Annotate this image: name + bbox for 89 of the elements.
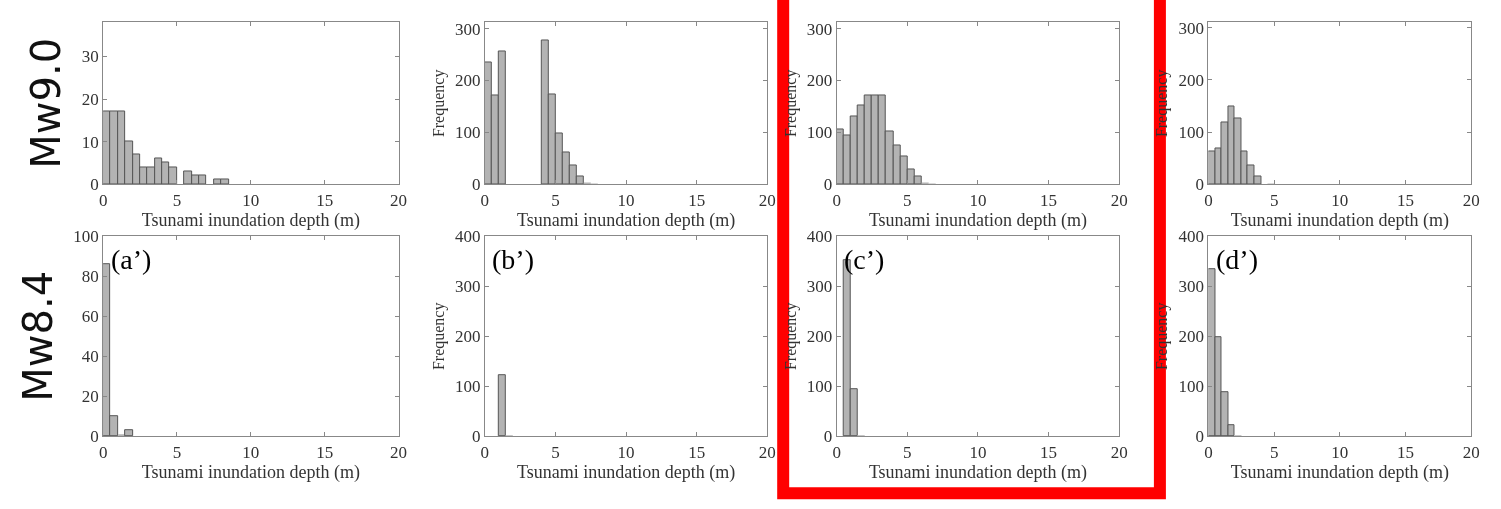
y-tick-label: 60 bbox=[81, 307, 99, 327]
y-tick-label: 0 bbox=[1195, 175, 1205, 195]
y-tick-label: 80 bbox=[81, 267, 99, 287]
y-tick-label: 0 bbox=[1195, 427, 1205, 447]
y-axis-title: Mw8.4 bbox=[14, 270, 61, 402]
x-axis-title: Tsunami inundation depth (m) bbox=[141, 461, 360, 483]
x-tick-label: 15 bbox=[316, 442, 334, 462]
x-tick-label: 15 bbox=[316, 190, 334, 210]
y-tick-label: 300 bbox=[454, 19, 481, 39]
y-tick-label: 0 bbox=[471, 175, 481, 195]
y-tick-label: 400 bbox=[1178, 227, 1205, 247]
y-tick-label: 100 bbox=[454, 123, 481, 143]
x-tick-label: 5 bbox=[1269, 190, 1279, 210]
x-tick-label: 5 bbox=[172, 442, 182, 462]
y-tick-label: 100 bbox=[1178, 122, 1205, 142]
y-tick-label: 20 bbox=[81, 90, 99, 110]
y-tick-label: 0 bbox=[471, 427, 481, 447]
x-tick-label: 10 bbox=[969, 190, 987, 210]
y-tick-label: 10 bbox=[81, 132, 99, 152]
x-axis-title: Tsunami inundation depth (m) bbox=[1230, 209, 1449, 231]
x-tick-label: 15 bbox=[1397, 190, 1415, 210]
y-tick-label: 100 bbox=[73, 227, 99, 247]
x-tick-label: 20 bbox=[1110, 190, 1128, 210]
x-tick-label: 20 bbox=[390, 442, 408, 462]
y-tick-label: 300 bbox=[1178, 277, 1205, 297]
y-tick-label: 300 bbox=[454, 277, 481, 297]
y-tick-label: 0 bbox=[823, 427, 833, 447]
x-axis-title: Tsunami inundation depth (m) bbox=[516, 461, 736, 483]
x-tick-label: 10 bbox=[969, 442, 987, 462]
y-tick-label: 20 bbox=[81, 387, 99, 407]
x-tick-label: 10 bbox=[242, 190, 260, 210]
x-tick-label: 20 bbox=[758, 190, 776, 210]
x-tick-label: 20 bbox=[390, 190, 408, 210]
y-axis-title: Frequency bbox=[781, 69, 800, 138]
y-tick-label: 200 bbox=[806, 327, 833, 347]
x-tick-label: 15 bbox=[1397, 442, 1415, 462]
x-tick-label: 20 bbox=[1462, 442, 1480, 462]
x-tick-label: 15 bbox=[1040, 442, 1058, 462]
y-tick-label: 40 bbox=[81, 347, 99, 367]
x-tick-label: 15 bbox=[1040, 190, 1058, 210]
x-tick-label: 5 bbox=[1269, 442, 1279, 462]
y-axis-title: Mw9.0 bbox=[23, 37, 70, 169]
y-tick-label: 300 bbox=[806, 19, 833, 39]
y-tick-label: 0 bbox=[90, 427, 99, 447]
y-axis-title: Frequency bbox=[1153, 69, 1172, 138]
y-tick-label: 400 bbox=[454, 227, 481, 247]
y-axis-title: Frequency bbox=[781, 302, 800, 371]
y-tick-label: 200 bbox=[454, 71, 481, 91]
y-tick-label: 100 bbox=[806, 377, 833, 397]
x-tick-label: 10 bbox=[1331, 442, 1349, 462]
y-tick-label: 200 bbox=[806, 71, 833, 91]
y-tick-label: 0 bbox=[90, 175, 99, 195]
x-axis-title: Tsunami inundation depth (m) bbox=[141, 209, 360, 231]
y-tick-label: 0 bbox=[823, 175, 833, 195]
y-tick-label: 400 bbox=[806, 227, 833, 247]
y-tick-label: 300 bbox=[1178, 18, 1205, 38]
x-tick-label: 20 bbox=[758, 442, 776, 462]
x-tick-label: 5 bbox=[551, 442, 560, 462]
x-tick-label: 10 bbox=[242, 442, 260, 462]
x-axis-title: Tsunami inundation depth (m) bbox=[1230, 461, 1449, 483]
annotation: (d’) bbox=[1216, 244, 1258, 275]
annotation: (c’) bbox=[844, 244, 885, 275]
x-axis-title: Tsunami inundation depth (m) bbox=[868, 209, 1088, 231]
y-axis-title: Frequency bbox=[429, 69, 448, 138]
y-axis-title: Frequency bbox=[1153, 302, 1172, 371]
x-tick-label: 10 bbox=[617, 442, 635, 462]
y-tick-label: 300 bbox=[806, 277, 833, 297]
x-tick-label: 15 bbox=[688, 190, 706, 210]
x-tick-label: 5 bbox=[551, 190, 560, 210]
annotation: (b’) bbox=[492, 244, 534, 275]
x-tick-label: 20 bbox=[1462, 190, 1480, 210]
y-tick-label: 100 bbox=[1178, 377, 1205, 397]
y-tick-label: 30 bbox=[81, 47, 99, 67]
x-tick-label: 10 bbox=[1331, 190, 1349, 210]
annotation: (a’) bbox=[111, 244, 152, 275]
y-tick-label: 200 bbox=[1178, 70, 1205, 90]
y-tick-label: 200 bbox=[454, 327, 481, 347]
x-tick-label: 5 bbox=[172, 190, 182, 210]
x-tick-label: 20 bbox=[1110, 442, 1128, 462]
x-axis-title: Tsunami inundation depth (m) bbox=[868, 461, 1088, 483]
x-tick-label: 5 bbox=[903, 190, 912, 210]
x-tick-label: 15 bbox=[688, 442, 706, 462]
x-tick-label: 5 bbox=[903, 442, 912, 462]
y-tick-label: 100 bbox=[454, 377, 481, 397]
y-tick-label: 100 bbox=[806, 123, 833, 143]
x-tick-label: 10 bbox=[617, 190, 635, 210]
y-tick-label: 200 bbox=[1178, 327, 1205, 347]
y-axis-title: Frequency bbox=[429, 302, 448, 371]
x-axis-title: Tsunami inundation depth (m) bbox=[516, 209, 736, 231]
